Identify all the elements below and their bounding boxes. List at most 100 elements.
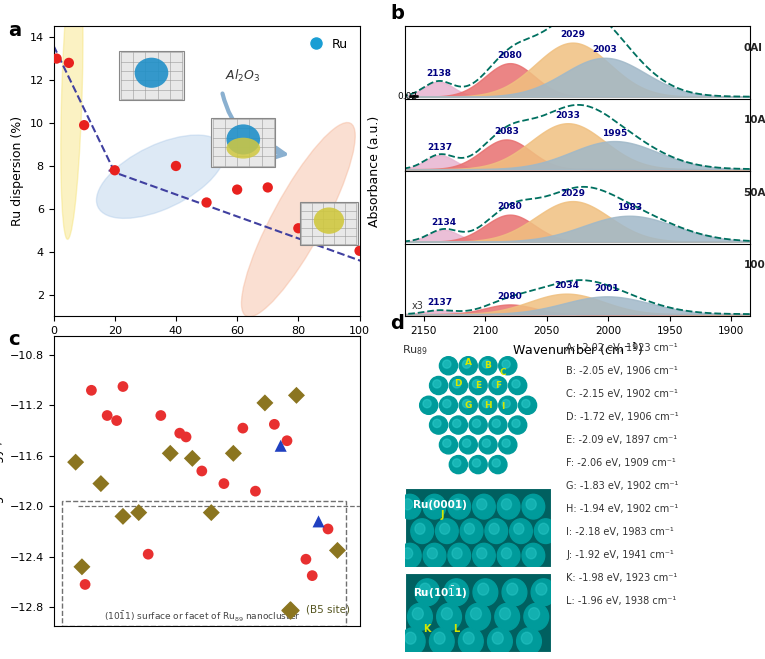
Text: G: -1.83 eV, 1902 cm⁻¹: G: -1.83 eV, 1902 cm⁻¹ [566,481,679,491]
Text: L: -1.96 eV, 1938 cm⁻¹: L: -1.96 eV, 1938 cm⁻¹ [566,596,676,606]
Circle shape [423,494,446,519]
Point [218,478,230,489]
Text: 2029: 2029 [560,189,585,198]
Text: L: L [453,623,460,634]
Circle shape [472,459,480,467]
Circle shape [402,548,413,559]
Circle shape [399,494,422,519]
Point [200,197,213,208]
Circle shape [526,499,536,510]
Circle shape [519,396,536,415]
Text: c: c [8,330,19,349]
Circle shape [449,376,467,395]
Circle shape [489,376,507,395]
Text: F: -2.06 eV, 1909 cm⁻¹: F: -2.06 eV, 1909 cm⁻¹ [566,458,675,468]
Text: D: D [454,380,462,388]
Circle shape [521,632,532,645]
Text: 2137: 2137 [428,143,452,152]
FancyBboxPatch shape [211,118,275,167]
Circle shape [458,628,483,655]
Circle shape [497,494,520,519]
Circle shape [502,579,527,606]
Text: 2138: 2138 [426,69,451,78]
Circle shape [440,523,450,534]
Circle shape [492,380,500,388]
Point [70,457,82,467]
Circle shape [415,579,440,606]
Circle shape [499,436,517,454]
Circle shape [423,399,431,408]
Circle shape [399,543,422,568]
Point [284,604,296,615]
Text: 100Al: 100Al [744,260,765,270]
Text: 0Al: 0Al [744,43,763,53]
Circle shape [449,416,467,434]
Point [155,411,167,421]
Circle shape [411,519,434,544]
Text: A: A [465,358,472,367]
Point [259,397,271,408]
Text: (10$\bar{1}$1) surface or facet of Ru$_{89}$ nanocluster: (10$\bar{1}$1) surface or facet of Ru$_{… [103,609,300,623]
Text: 2080: 2080 [497,51,522,60]
Text: 2033: 2033 [555,111,580,120]
Circle shape [448,494,470,519]
Circle shape [473,579,498,606]
Circle shape [536,583,547,595]
Text: 2029: 2029 [560,30,585,40]
Circle shape [482,439,490,447]
Circle shape [502,360,510,368]
Text: 2137: 2137 [428,298,452,307]
Circle shape [492,459,500,467]
Circle shape [448,583,460,595]
Circle shape [433,419,441,428]
Point [331,545,343,556]
Point [236,423,249,434]
Point [170,161,182,171]
Circle shape [448,543,470,568]
Circle shape [469,376,487,395]
Point [142,549,155,559]
Circle shape [479,357,497,375]
Ellipse shape [61,0,83,239]
Circle shape [415,523,425,534]
Text: K: -1.98 eV, 1923 cm⁻¹: K: -1.98 eV, 1923 cm⁻¹ [566,573,677,583]
Circle shape [487,628,513,655]
Text: 1983: 1983 [617,204,642,212]
Ellipse shape [242,123,355,317]
Circle shape [473,494,495,519]
Circle shape [501,499,512,510]
Circle shape [535,519,557,544]
Circle shape [477,583,489,595]
Text: I: -2.18 eV, 1983 cm⁻¹: I: -2.18 eV, 1983 cm⁻¹ [566,527,674,537]
X-axis label: Wavenumber (cm$^{-1}$): Wavenumber (cm$^{-1}$) [512,341,643,359]
Text: 1995: 1995 [602,129,627,138]
Circle shape [412,608,423,619]
Circle shape [444,579,469,606]
Circle shape [469,416,487,434]
Circle shape [439,396,457,415]
Circle shape [509,416,527,434]
Text: K: K [424,623,431,634]
Point [306,570,318,581]
Point [312,516,324,527]
Text: 2080: 2080 [497,202,522,212]
Point [291,390,303,401]
Ellipse shape [226,138,260,159]
Circle shape [463,360,470,368]
Circle shape [479,396,497,415]
Circle shape [427,548,438,559]
Text: 2083: 2083 [494,127,519,136]
Text: H: H [484,401,492,410]
Circle shape [479,436,497,454]
Circle shape [439,357,457,375]
Text: 10Al: 10Al [744,115,765,125]
Circle shape [427,499,438,510]
Text: 50Al: 50Al [744,188,765,198]
Circle shape [470,608,481,619]
Text: a: a [8,20,21,40]
Circle shape [429,416,448,434]
Point [117,382,129,392]
Circle shape [469,455,487,474]
Point [50,53,63,64]
Text: Ru(10$\bar{1}$1): Ru(10$\bar{1}$1) [413,585,467,601]
